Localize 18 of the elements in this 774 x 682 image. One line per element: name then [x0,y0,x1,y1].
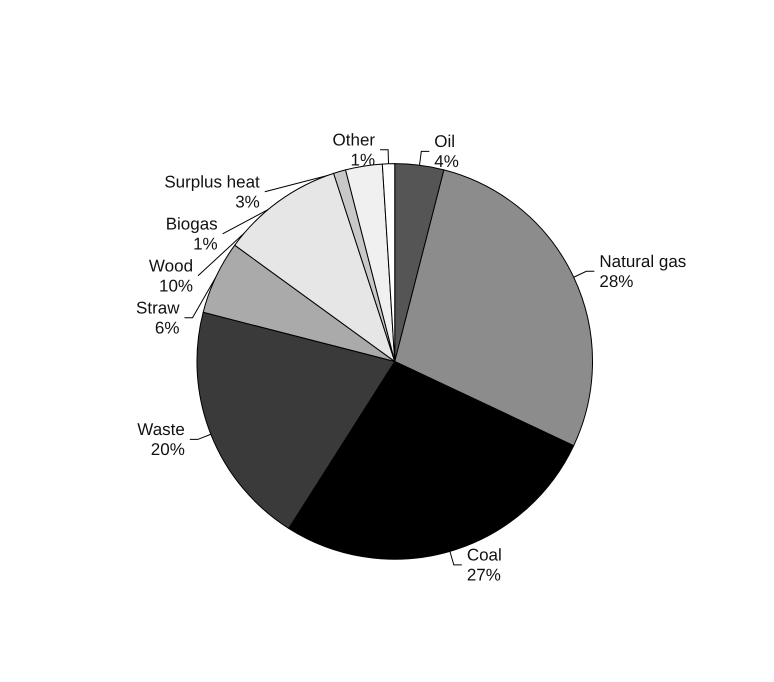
data-label: 20% [150,440,185,459]
slice-label: Coal [466,545,502,564]
data-label: 3% [235,192,260,212]
slice-label: Biogas [166,214,218,234]
slice-label: Waste [137,420,185,439]
data-label: 4% [434,152,459,171]
data-label: 28% [599,272,634,291]
slice-label: Other [332,130,376,150]
data-label: 27% [466,565,501,584]
slice-label: Oil [434,132,456,151]
slice-label: Straw [136,298,180,318]
data-label: 10% [158,276,194,296]
data-label: 6% [154,318,180,338]
data-label: 1% [350,150,376,170]
data-label: 1% [193,234,218,254]
slice-label: Natural gas [599,252,686,271]
slice-label: Surplus heat [164,172,260,192]
slice-label: Wood [148,256,194,276]
